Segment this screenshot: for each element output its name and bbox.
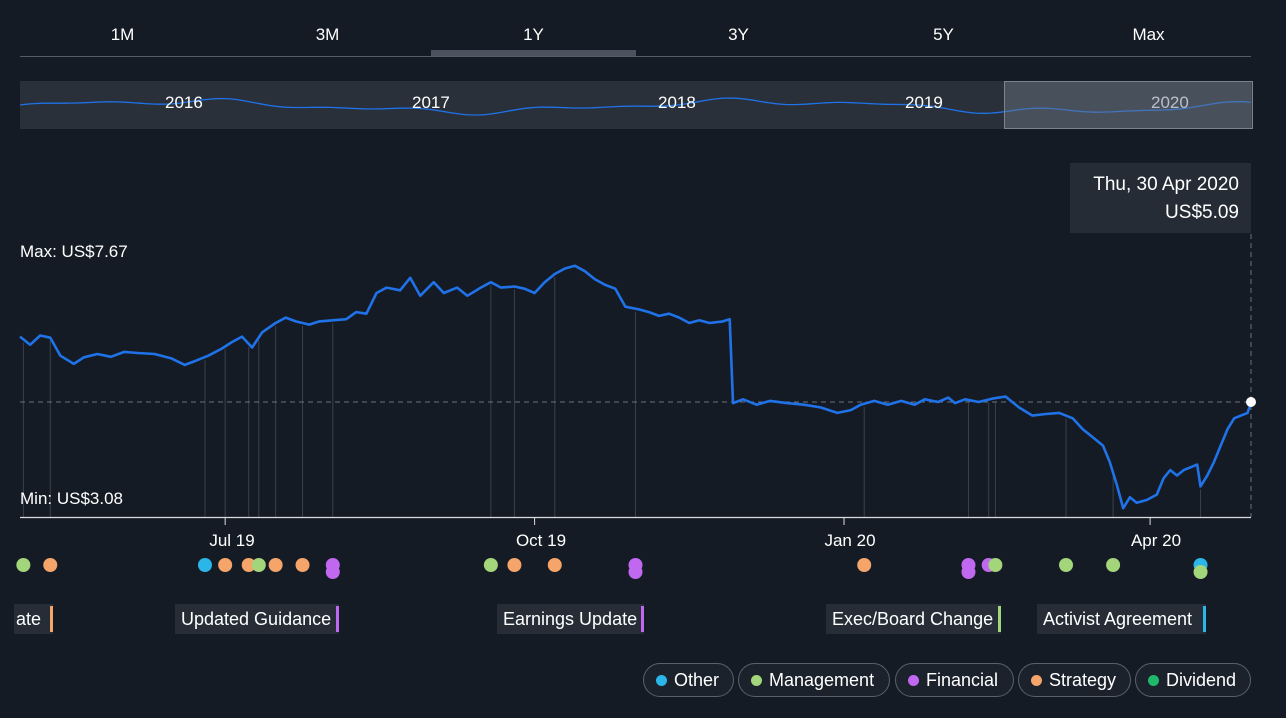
event-marker-management [1059,558,1074,572]
event-marker-management [16,558,31,572]
event-tag-label: Exec/Board Change [832,609,994,629]
hover-point [1246,397,1256,407]
event-marker-management [988,558,1003,572]
event-marker-strategy [241,558,256,572]
event-tag[interactable]: Updated Guidance [175,604,339,634]
event-tag-indicator [641,606,644,632]
legend-label: Financial [926,670,999,690]
event-marker-management [251,558,266,572]
x-tick-label: Apr 20 [1130,531,1182,550]
event-marker-management [1193,565,1208,579]
event-tag[interactable]: Exec/Board Change [826,604,1001,634]
event-marker-management [1106,558,1121,572]
navigator-year-2017: 2017 [412,93,450,112]
navigator-line [20,97,1251,116]
event-marker-management [483,558,498,572]
event-tag[interactable]: Activist Agreement [1037,604,1206,634]
legend-dot [908,675,919,686]
legend-dot [1148,675,1159,686]
range-tab-1m[interactable]: 1M [110,25,135,44]
legend-item-management[interactable]: Management [738,663,890,697]
legend-item-strategy[interactable]: Strategy [1018,663,1131,697]
event-markers [16,558,1208,579]
event-tag-label: Earnings Update [503,609,638,629]
price-tooltip: Thu, 30 Apr 2020 US$5.09 [1070,163,1251,233]
navigator-year-2018: 2018 [658,93,696,112]
range-tab-3y[interactable]: 3Y [728,25,749,44]
legend-dot [1031,675,1042,686]
event-marker-strategy [268,558,283,572]
max-label: Max: US$7.67 [20,242,128,261]
legend-item-dividend[interactable]: Dividend [1135,663,1251,697]
tooltip-price: US$5.09 [1165,202,1239,223]
navigator-year-2020: 2020 [1151,93,1189,112]
event-marker-other [197,558,212,572]
range-selector: 1M 3M 1Y 3Y 5Y Max [20,14,1251,57]
x-tick-label: Jul 19 [209,531,255,550]
legend-dot [751,675,762,686]
event-marker-financial [961,565,976,579]
range-tab-1y[interactable]: 1Y [431,14,636,56]
event-tag-label: ate [16,609,42,629]
legend-label: Strategy [1049,670,1117,690]
navigator-year-2019: 2019 [905,93,943,112]
event-lines [22,276,1202,517]
event-marker-strategy [295,558,310,572]
range-tab-max[interactable]: Max [1132,25,1165,44]
event-tag-label: Updated Guidance [181,609,332,629]
legend-item-financial[interactable]: Financial [895,663,1014,697]
x-axis-ticks [224,517,1151,525]
price-series-line [19,264,1253,510]
event-marker-strategy [507,558,522,572]
legend-label: Other [674,670,720,690]
legend-label: Dividend [1166,670,1237,690]
navigator-window[interactable] [1004,81,1253,129]
event-marker-strategy [547,558,562,572]
price-chart[interactable] [0,0,1286,600]
min-label: Min: US$3.08 [20,489,123,508]
event-marker-strategy [43,558,58,572]
event-marker-financial [325,565,340,579]
event-marker-strategy [857,558,872,572]
tooltip-date: Thu, 30 Apr 2020 [1093,174,1239,195]
legend-item-other[interactable]: Other [643,663,734,697]
event-tag[interactable]: ate [14,604,53,634]
x-tick-label: Jan 20 [824,531,876,550]
navigator[interactable]: 2016 2017 2018 2019 2020 [20,81,1253,129]
event-tag-indicator [50,606,53,632]
x-tick-label: Oct 19 [515,531,567,550]
event-marker-strategy [218,558,233,572]
event-tag[interactable]: Earnings Update [497,604,644,634]
navigator-year-2016: 2016 [165,93,203,112]
legend: Other Management Financial Strategy Divi… [0,663,1286,699]
navigator-series [20,97,1251,116]
event-tag-indicator [998,606,1001,632]
event-marker-financial [628,565,643,579]
legend-label: Management [769,670,875,690]
event-tag-indicator [336,606,339,632]
range-tab-5y[interactable]: 5Y [933,25,954,44]
event-tag-label: Activist Agreement [1043,609,1193,629]
event-tag-indicator [1203,606,1206,632]
range-tab-3m[interactable]: 3M [315,25,340,44]
legend-dot [656,675,667,686]
